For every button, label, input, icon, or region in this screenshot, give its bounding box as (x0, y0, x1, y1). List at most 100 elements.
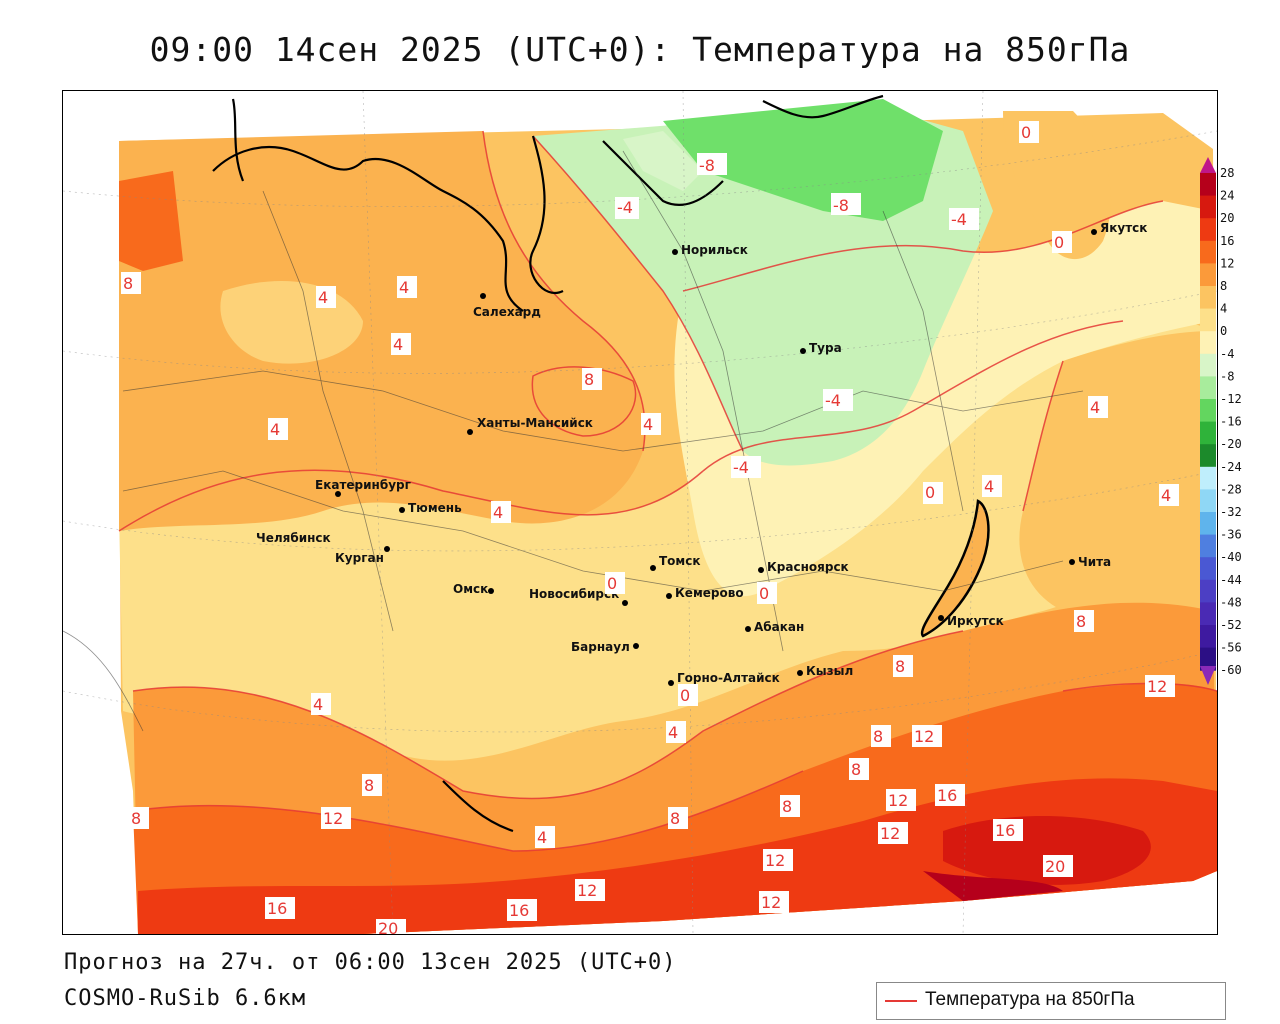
svg-text:Челябинск: Челябинск (256, 531, 331, 545)
isotherm-label: -4 (949, 208, 979, 230)
colorbar-swatch (1200, 195, 1216, 219)
city-omsk: Омск (453, 582, 494, 596)
colorbar-swatch (1200, 512, 1216, 536)
city-abakan: Абакан (745, 620, 804, 634)
svg-text:Якутск: Якутск (1100, 221, 1147, 235)
svg-text:8: 8 (1076, 612, 1086, 631)
svg-text:-4: -4 (951, 210, 967, 229)
city-tyumen: Тюмень (399, 501, 462, 515)
svg-text:Норильск: Норильск (681, 243, 748, 257)
svg-text:Томск: Томск (659, 554, 701, 568)
svg-text:16: 16 (937, 786, 957, 805)
legend-label: Температура на 850гПа (925, 989, 1135, 1010)
colorbar-swatch (1200, 240, 1216, 264)
isotherm-label: 16 (265, 897, 295, 919)
svg-text:0: 0 (607, 574, 617, 593)
svg-text:8: 8 (131, 809, 141, 828)
isotherm-label: 4 (391, 333, 411, 355)
colorbar-swatch (1200, 579, 1216, 603)
svg-text:Новосибирск: Новосибирск (529, 587, 619, 601)
isotherm-label: 0 (757, 582, 777, 604)
colorbar-swatch (1200, 308, 1216, 332)
svg-text:Салехард: Салехард (473, 305, 541, 319)
colorbar-tick-label: -48 (1220, 595, 1242, 609)
isotherm-label: 12 (575, 879, 605, 901)
city-barnaul: Барнаул (571, 640, 639, 654)
city-chelyabinsk: Челябинск (256, 531, 331, 545)
svg-text:4: 4 (643, 415, 653, 434)
svg-text:Курган: Курган (335, 551, 384, 565)
legend: Температура на 850гПа (876, 982, 1226, 1020)
isotherm-label: 4 (1088, 396, 1108, 418)
isotherm-label: 0 (605, 572, 625, 594)
colorbar-tick-label: -40 (1220, 550, 1242, 564)
colorbar-swatch (1200, 286, 1216, 310)
city-markers: Норильск Якутск Салехард Тура Ханты-Манс… (256, 221, 1147, 686)
isotherm-label: 12 (912, 725, 942, 747)
svg-text:8: 8 (851, 760, 861, 779)
colorbar-tick-labels: 28 24 20 16 12 8 4 0 -4 -8 -12 -16 -20 -24 -28 -32 -36 -4… (1220, 166, 1242, 677)
svg-text:12: 12 (914, 727, 934, 746)
svg-text:12: 12 (880, 824, 900, 843)
isotherm-label: 8 (1074, 610, 1094, 632)
svg-text:4: 4 (1090, 398, 1100, 417)
colorbar-swatch (1200, 263, 1216, 287)
colorbar-tick-label: -56 (1220, 641, 1242, 655)
isotherm-label: 8 (871, 725, 891, 747)
city-norilsk: Норильск (672, 243, 748, 257)
svg-text:Омск: Омск (453, 582, 488, 596)
colorbar-tick-label: -20 (1220, 437, 1242, 451)
colorbar-tick-label: -28 (1220, 482, 1242, 496)
colorbar-swatch (1200, 602, 1216, 626)
isotherm-label: 12 (759, 891, 789, 913)
city-irkutsk: Иркутск (938, 614, 1004, 628)
legend-line-swatch (885, 1000, 917, 1002)
svg-text:0: 0 (925, 483, 935, 502)
svg-text:8: 8 (364, 776, 374, 795)
forecast-info: Прогноз на 27ч. от 06:00 13сен 2025 (UTC… (64, 950, 677, 975)
isotherm-label: 12 (1145, 675, 1175, 697)
isotherm-label: 12 (878, 822, 908, 844)
svg-text:-8: -8 (833, 196, 849, 215)
colorbar-tick-label: -4 (1220, 347, 1234, 361)
svg-text:16: 16 (995, 821, 1015, 840)
svg-text:4: 4 (537, 828, 547, 847)
svg-text:4: 4 (1161, 486, 1171, 505)
colorbar-tick-label: -52 (1220, 618, 1242, 632)
colorbar-top-arrow (1200, 157, 1216, 173)
svg-text:Горно-Алтайск: Горно-Алтайск (677, 671, 780, 685)
svg-text:Кемерово: Кемерово (675, 586, 744, 600)
svg-text:4: 4 (493, 503, 503, 522)
svg-text:4: 4 (399, 278, 409, 297)
isotherm-label: 12 (886, 789, 916, 811)
svg-text:8: 8 (782, 797, 792, 816)
isotherm-label: -8 (697, 153, 727, 175)
map-canvas: Норильск Якутск Салехард Тура Ханты-Манс… (63, 91, 1217, 934)
svg-text:8: 8 (873, 727, 883, 746)
isotherm-label: 4 (268, 418, 288, 440)
city-kyzyl: Кызыл (797, 664, 853, 678)
isotherm-label: 8 (129, 807, 149, 829)
city-salekhard: Салехард (473, 293, 541, 319)
colorbar-tick-label: -44 (1220, 573, 1242, 587)
city-khanty-mansiysk: Ханты-Мансийск (467, 416, 593, 435)
colorbar-swatch (1200, 444, 1216, 468)
colorbar-swatch (1200, 489, 1216, 513)
colorbar-tick-label: 20 (1220, 211, 1234, 225)
city-yakutsk: Якутск (1091, 221, 1147, 235)
colorbar-tick-label: -8 (1220, 369, 1234, 383)
isotherm-label: 20 (376, 919, 406, 934)
map-title: 09:00 14сен 2025 (UTC+0): Температура на… (149, 30, 1131, 69)
svg-text:20: 20 (1045, 857, 1065, 876)
svg-text:4: 4 (313, 695, 323, 714)
isotherm-label: 4 (535, 826, 555, 848)
svg-text:8: 8 (584, 370, 594, 389)
isotherm-label: 4 (1159, 484, 1179, 506)
city-gorno-altaysk: Горно-Алтайск (668, 671, 780, 686)
svg-text:Красноярск: Красноярск (767, 560, 849, 574)
colorbar-tick-label: -24 (1220, 460, 1242, 474)
colorbar-swatch (1200, 173, 1216, 197)
isotherm-label: 16 (935, 784, 965, 806)
svg-text:20: 20 (378, 919, 398, 934)
isotherm-label: 12 (321, 807, 351, 829)
